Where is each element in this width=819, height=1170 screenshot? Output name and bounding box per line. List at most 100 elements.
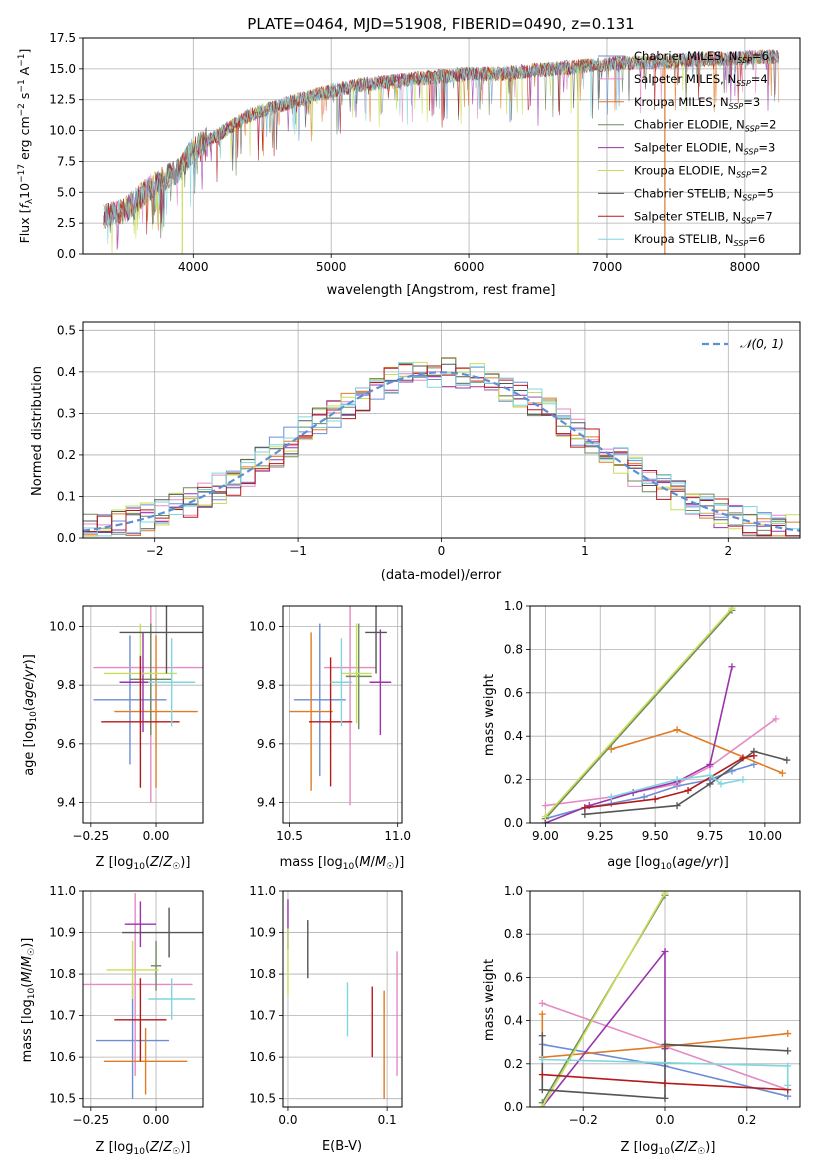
mass-z-xtick-label: −0.25 bbox=[72, 1113, 109, 1127]
weight-age-xtick-label: 9.75 bbox=[697, 829, 724, 843]
spectrum-xtick-label: 8000 bbox=[730, 260, 761, 274]
residuals-ylabel: Normed distribution bbox=[30, 366, 45, 496]
mass-vs-metallicity-plot: −0.25 0.00 10.5 10.6 10.7 10.8 10.9 11.0 bbox=[49, 884, 204, 1127]
weight-age-series-line bbox=[545, 718, 777, 807]
spectrum-legend: Chabrier MILES, NSSP=6 Salpeter MILES, NS… bbox=[598, 49, 776, 248]
weight-z-marker bbox=[784, 1081, 792, 1089]
weight-z-ytick-label: 0.2 bbox=[504, 1057, 523, 1071]
spectrum-ytick-label: 12.5 bbox=[49, 93, 76, 107]
weight-z-marker bbox=[538, 1032, 546, 1040]
weight-age-marker bbox=[607, 745, 615, 753]
residuals-xtick-label: 2 bbox=[724, 544, 732, 558]
weight-z-xtick-label: 0.2 bbox=[737, 1113, 756, 1127]
normal-fit-curve bbox=[83, 371, 800, 532]
legend-label: Salpeter MILES, NSSP=4 bbox=[634, 72, 768, 88]
legend-label: Kroupa MILES, NSSP=3 bbox=[634, 95, 760, 111]
age-mass-xlabel: mass [log10(M/M☉)] bbox=[280, 855, 405, 872]
mass-ebv-ytick-label: 10.8 bbox=[249, 967, 276, 981]
residuals-ytick-label: 0.0 bbox=[57, 531, 76, 545]
mass-ebv-ytick-label: 10.5 bbox=[249, 1092, 276, 1106]
age-mass-ytick-label: 9.4 bbox=[257, 795, 276, 809]
weight-z-lines bbox=[538, 891, 792, 1107]
age-vs-mass-plot: 10.5 11.0 9.4 9.6 9.8 10.0 bbox=[249, 605, 411, 843]
weight-z-marker bbox=[538, 1010, 546, 1018]
weight-z-marker bbox=[661, 1079, 669, 1087]
weight-age-marker bbox=[673, 726, 681, 734]
weight-z-marker bbox=[538, 1103, 546, 1107]
legend-label: Chabrier STELIB, NSSP=5 bbox=[634, 186, 774, 202]
spectrum-xtick-label: 7000 bbox=[592, 260, 623, 274]
weight-age-marker bbox=[541, 819, 549, 823]
age-mass-point bbox=[293, 623, 346, 777]
mass-z-point bbox=[83, 893, 193, 1076]
weight-age-marker bbox=[739, 776, 747, 784]
age-mass-point bbox=[324, 606, 377, 806]
spectrum-ytick-label: 7.5 bbox=[57, 154, 76, 168]
normal-fit-legend-label: 𝒩(0, 1) bbox=[740, 337, 784, 351]
weight-age-marker bbox=[541, 802, 549, 810]
residuals-histogram-step bbox=[83, 357, 800, 537]
age-mass-errorbars bbox=[289, 606, 392, 806]
mass-z-ytick-label: 10.5 bbox=[49, 1092, 76, 1106]
mass-ebv-xtick-label: 0.0 bbox=[278, 1113, 297, 1127]
legend-label: Chabrier ELODIE, NSSP=2 bbox=[634, 118, 776, 134]
weight-age-marker bbox=[684, 786, 692, 794]
residuals-histogram: −2 −1 0 1 2 0.0 0.1 0.2 0.3 0.4 0.5 𝒩(0, 1) bbox=[57, 321, 801, 558]
age-mass-point bbox=[341, 623, 372, 724]
age-vs-metallicity-plot: −0.25 0.00 9.4 9.6 9.8 10.0 bbox=[49, 605, 204, 843]
figure-title: PLATE=0464, MJD=51908, FIBERID=0490, z=0… bbox=[247, 15, 634, 33]
weight-age-marker bbox=[607, 793, 615, 801]
mass-z-point bbox=[122, 907, 203, 958]
weight-age-marker bbox=[706, 771, 714, 779]
weight-z-ytick-label: 0.4 bbox=[504, 1014, 523, 1028]
weight-z-xtick-label: 0.0 bbox=[655, 1113, 674, 1127]
weight-age-ytick-label: 0.4 bbox=[504, 729, 523, 743]
legend-label: Salpeter ELODIE, NSSP=3 bbox=[634, 141, 775, 157]
mass-z-errorbars bbox=[83, 893, 203, 1099]
mass-z-point bbox=[106, 940, 159, 999]
spectrum-xtick-label: 4000 bbox=[178, 260, 209, 274]
spectrum-ylabel: Flux [fλ10−17 erg cm−2 s−1 A−1] bbox=[17, 49, 35, 244]
weight-age-ylabel: mass weight bbox=[482, 674, 497, 756]
age-mass-point bbox=[330, 638, 353, 727]
weight-age-xlabel: age [log10(age/yr)] bbox=[607, 855, 729, 872]
weight-z-ytick-label: 0.0 bbox=[504, 1100, 523, 1114]
age-z-xlabel: Z [log10(Z/Z☉)] bbox=[96, 855, 191, 872]
spectrum-xlabel: wavelength [Angstrom, rest frame] bbox=[327, 283, 556, 298]
spectrum-ytick-label: 10.0 bbox=[49, 124, 76, 138]
weight-age-ytick-label: 0.6 bbox=[504, 686, 523, 700]
age-z-point bbox=[101, 655, 180, 788]
weight-age-marker bbox=[717, 780, 725, 788]
weight-age-series-line bbox=[544, 609, 733, 820]
weight-z-ytick-label: 0.6 bbox=[504, 970, 523, 984]
mass-z-ytick-label: 10.7 bbox=[49, 1009, 76, 1023]
age-z-errorbars bbox=[93, 606, 203, 803]
weight-age-marker bbox=[778, 769, 786, 777]
age-z-ytick-label: 9.6 bbox=[57, 737, 76, 751]
age-mass-point bbox=[308, 657, 353, 787]
mass-z-ytick-label: 10.8 bbox=[49, 967, 76, 981]
weight-z-ytick-label: 0.8 bbox=[504, 927, 523, 941]
age-z-point bbox=[114, 635, 198, 788]
mass-ebv-xtick-label: 0.1 bbox=[378, 1113, 397, 1127]
age-mass-point bbox=[345, 623, 372, 730]
weight-age-marker bbox=[706, 760, 714, 768]
weight-age-series-line bbox=[544, 607, 733, 818]
residuals-xtick-label: −2 bbox=[146, 544, 164, 558]
age-mass-point bbox=[289, 632, 333, 791]
age-z-point bbox=[129, 623, 172, 736]
age-z-xtick-label: 0.00 bbox=[143, 829, 170, 843]
weight-z-ylabel: mass weight bbox=[482, 959, 497, 1041]
spectrum-ytick-label: 0.0 bbox=[57, 247, 76, 261]
weight-z-marker bbox=[538, 1055, 546, 1063]
weight-age-marker bbox=[651, 795, 659, 803]
mass-ebv-ytick-label: 10.7 bbox=[249, 1009, 276, 1023]
mass-z-point bbox=[114, 978, 167, 1062]
mass-ebv-ytick-label: 10.6 bbox=[249, 1050, 276, 1064]
residuals-frame bbox=[82, 321, 801, 539]
age-mass-xtick-label: 10.5 bbox=[276, 829, 303, 843]
weight-age-marker bbox=[673, 802, 681, 810]
weight-z-marker bbox=[784, 1062, 792, 1070]
weight-z-marker bbox=[784, 1092, 792, 1100]
